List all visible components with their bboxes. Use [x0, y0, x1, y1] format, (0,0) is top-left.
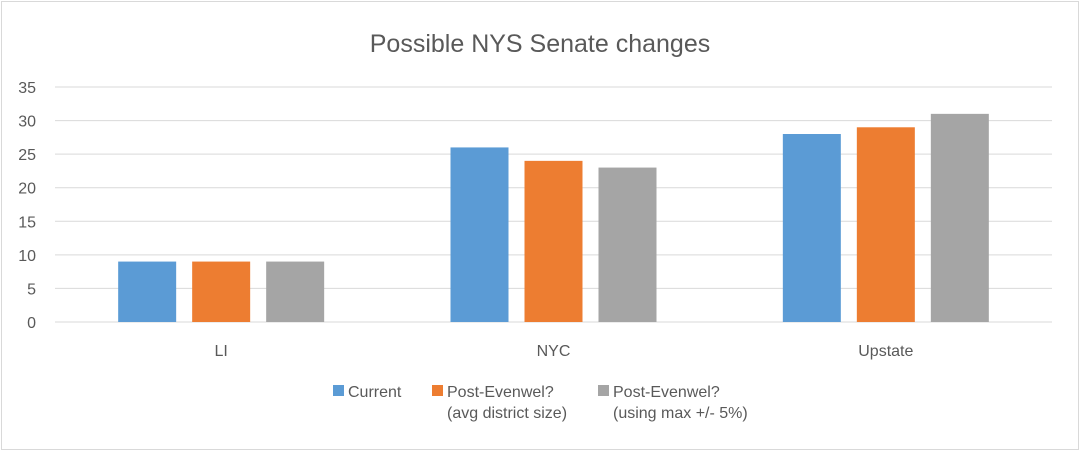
bar: [450, 147, 509, 322]
x-tick-label: LI: [214, 343, 227, 360]
y-tick-label: 15: [18, 214, 36, 231]
x-axis-tick-labels: LI NYC Upstate: [214, 343, 913, 360]
y-tick-label: 10: [18, 248, 36, 265]
legend-swatch: [598, 385, 609, 396]
bar: [782, 134, 841, 322]
bar: [524, 160, 583, 322]
legend-swatch: [333, 385, 344, 396]
y-tick-label: 0: [27, 315, 36, 332]
bar: [598, 167, 657, 322]
legend-label: (avg district size): [447, 405, 567, 422]
bar: [856, 127, 915, 323]
x-tick-label: NYC: [537, 343, 571, 360]
bar: [118, 261, 177, 322]
legend: Current Post-Evenwel? (avg district size) P…: [333, 384, 748, 422]
y-tick-label: 20: [18, 181, 36, 198]
y-tick-label: 5: [27, 281, 36, 298]
legend-label: Post-Evenwel?: [447, 384, 554, 401]
chart-title: Possible NYS Senate changes: [370, 30, 711, 58]
bar: [266, 261, 325, 322]
bars: [118, 113, 989, 323]
y-tick-label: 35: [18, 80, 36, 97]
legend-label: Post-Evenwel?: [613, 384, 720, 401]
legend-label: (using max +/- 5%): [613, 405, 748, 422]
bar: [930, 113, 989, 322]
y-tick-label: 25: [18, 147, 36, 164]
x-tick-label: Upstate: [858, 343, 913, 360]
y-axis-tick-labels: 0 5 10 15 20 25 30 35: [18, 80, 36, 332]
legend-label: Current: [348, 384, 402, 401]
legend-swatch: [432, 385, 443, 396]
y-tick-label: 30: [18, 114, 36, 131]
bar: [192, 261, 251, 322]
